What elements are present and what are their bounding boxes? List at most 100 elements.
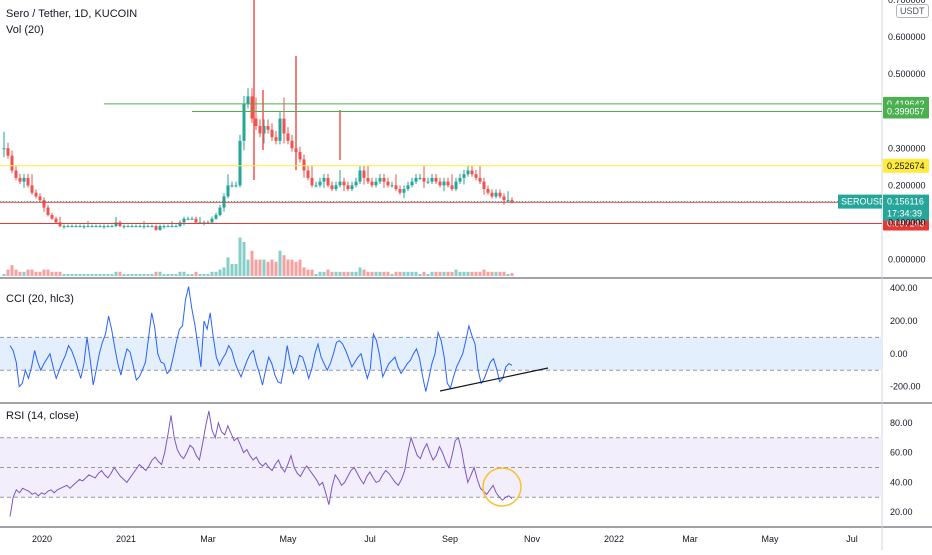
candle-body xyxy=(58,222,62,227)
candle-body xyxy=(418,177,422,179)
volume-bar xyxy=(414,271,418,276)
volume-bar xyxy=(62,274,66,276)
candle-body xyxy=(466,170,470,175)
candle-body xyxy=(126,226,130,228)
indicator-lines[interactable] xyxy=(9,286,549,517)
candle-body xyxy=(2,148,6,150)
candle-body xyxy=(334,185,338,190)
volume-bar xyxy=(90,274,94,276)
candle-series[interactable] xyxy=(2,0,514,231)
volume-bar xyxy=(346,271,350,276)
volume-bar xyxy=(374,271,378,276)
candle-body xyxy=(318,181,322,186)
candle-body xyxy=(454,181,458,190)
volume-bar xyxy=(390,274,394,276)
volume-bar xyxy=(394,271,398,276)
volume-bar xyxy=(438,271,442,276)
candle-body xyxy=(130,226,134,228)
candle-body xyxy=(386,181,390,186)
candle-body xyxy=(322,177,326,182)
candle-body xyxy=(462,174,466,178)
volume-bar xyxy=(38,271,42,276)
rsi-tick-label: 80.00 xyxy=(890,418,913,428)
candle-body xyxy=(170,226,174,228)
candle-body xyxy=(474,174,478,178)
price-tick-label: 0.000000 xyxy=(888,254,926,264)
volume-bar xyxy=(158,271,162,276)
volume-bar xyxy=(110,274,114,276)
volume-bar xyxy=(486,271,490,276)
volume-bar xyxy=(402,271,406,276)
price-level-label: 0.419642 xyxy=(887,99,925,109)
candle-body xyxy=(458,177,462,182)
time-tick-label: 2020 xyxy=(32,534,52,544)
price-tick-label: 0.500000 xyxy=(888,69,926,79)
candle-body xyxy=(194,218,198,223)
volume-bar xyxy=(70,274,74,276)
candle-body xyxy=(426,181,430,183)
volume-bar xyxy=(446,271,450,276)
candle-body xyxy=(174,226,178,228)
time-tick-label: Mar xyxy=(682,534,698,544)
currency-selector[interactable]: USDT xyxy=(896,4,929,18)
volume-bar xyxy=(186,274,190,276)
volume-bar xyxy=(134,274,138,276)
volume-bar xyxy=(326,269,330,276)
price-levels[interactable]: 0.4196420.3990570.2526740.1543230.097143… xyxy=(0,96,929,231)
candle-body xyxy=(286,133,290,141)
candle-body xyxy=(494,192,498,197)
candle-body xyxy=(450,185,454,190)
volume-bar xyxy=(410,271,414,276)
volume-bar xyxy=(106,274,110,276)
volume-bar xyxy=(82,274,86,276)
candle-body xyxy=(62,226,66,228)
volume-bar xyxy=(398,271,402,276)
time-tick-label: Mar xyxy=(200,534,216,544)
volume-bar xyxy=(250,250,254,276)
volume-bar xyxy=(258,259,262,276)
volume-bar xyxy=(114,271,118,276)
candle-body xyxy=(142,226,146,228)
volume-bar xyxy=(14,269,18,276)
candle-body xyxy=(410,181,414,186)
price-axis[interactable]: 0.000000 0.100000 0.200000 0.300000 0.500000… xyxy=(888,0,926,517)
candle-body xyxy=(246,96,250,104)
volume-bar xyxy=(210,271,214,276)
candle-body xyxy=(314,185,318,187)
time-axis[interactable]: 2020 2021 Mar May Jul Sep Nov 2022 Mar May Jul xyxy=(32,534,858,544)
candle-body xyxy=(402,189,406,193)
volume-bar xyxy=(182,271,186,276)
price-tick-label: 0.100000 xyxy=(888,217,926,227)
candle-body xyxy=(278,118,282,141)
candle-body xyxy=(74,226,78,228)
volume-bar xyxy=(130,274,134,276)
symbol-tag-label: SEROUSDT xyxy=(841,197,892,207)
candle-body xyxy=(258,126,262,134)
price-level-label: 0.252674 xyxy=(887,161,925,171)
volume-bar xyxy=(214,271,218,276)
volume-bar xyxy=(254,259,258,276)
last-price-tag xyxy=(883,194,929,221)
volume-bar xyxy=(314,274,318,276)
candle-body xyxy=(138,226,142,228)
candle-body xyxy=(422,177,426,182)
time-tick-label: May xyxy=(761,534,779,544)
candle-body xyxy=(198,222,202,224)
candle-body xyxy=(54,218,58,223)
time-tick-label: Jul xyxy=(364,534,376,544)
time-tick-label: 2021 xyxy=(116,534,136,544)
candle-body xyxy=(158,226,162,230)
volume-bar xyxy=(386,271,390,276)
candle-body xyxy=(306,170,310,178)
candle-body xyxy=(370,181,374,186)
candle-body xyxy=(210,218,214,223)
volume-bar xyxy=(98,274,102,276)
candle-body xyxy=(162,226,166,228)
volume-bar xyxy=(242,242,246,276)
candle-body xyxy=(230,185,234,187)
volume-bar xyxy=(442,271,446,276)
rsi-circle-annotation xyxy=(482,467,522,507)
